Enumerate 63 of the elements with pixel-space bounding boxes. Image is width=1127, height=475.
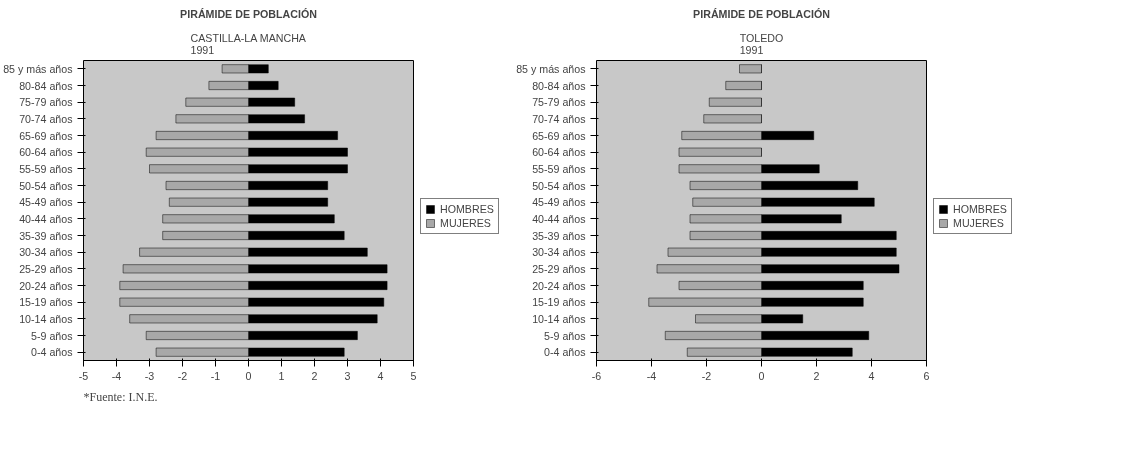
y-tick-label: 55-59 años <box>532 162 586 175</box>
y-tick-label: 20-24 años <box>19 279 73 292</box>
y-tick-label: 40-44 años <box>19 212 73 225</box>
y-tick-label: 10-14 años <box>532 312 586 325</box>
y-tick-label: 80-84 años <box>532 79 586 92</box>
y-tick-label: 65-69 años <box>532 129 586 142</box>
y-tick-label: 80-84 años <box>19 79 73 92</box>
x-tick-label: 1 <box>278 369 285 382</box>
x-tick-label: -1 <box>210 369 221 382</box>
x-tick-label: 0 <box>758 369 765 382</box>
y-tick-label: 50-54 años <box>532 179 586 192</box>
y-tick-label: 75-79 años <box>532 96 586 109</box>
x-tick-label: -2 <box>177 369 188 382</box>
y-tick-label: 60-64 años <box>19 146 73 159</box>
legend-label: HOMBRES <box>440 203 494 215</box>
x-tick-label: -4 <box>111 369 122 382</box>
legend-label: HOMBRES <box>953 203 1007 215</box>
x-tick-label: 4 <box>868 369 875 382</box>
y-tick-label: 25-29 años <box>532 262 586 275</box>
y-tick-label: 45-49 años <box>532 196 586 209</box>
x-tick-label: 2 <box>311 369 318 382</box>
y-tick-label: 0-4 años <box>544 346 586 359</box>
x-tick-label: -6 <box>591 369 602 382</box>
y-tick-label: 30-34 años <box>19 246 73 259</box>
y-tick-label: 15-19 años <box>532 296 586 309</box>
y-tick-label: 85 y más años <box>516 62 586 75</box>
y-tick-label: 85 y más años <box>3 62 73 75</box>
x-tick-label: 4 <box>377 369 384 382</box>
y-tick-label: 20-24 años <box>532 279 586 292</box>
legend-label: MUJERES <box>953 217 1004 229</box>
chart-subtitle: TOLEDO 1991 <box>739 31 784 56</box>
y-tick-label: 65-69 años <box>19 129 73 142</box>
x-tick-label: -3 <box>144 369 155 382</box>
x-tick-label: 3 <box>344 369 351 382</box>
y-tick-label: 70-74 años <box>532 112 586 125</box>
y-tick-label: 25-29 años <box>19 262 73 275</box>
y-tick-label: 30-34 años <box>532 246 586 259</box>
legend-label: MUJERES <box>440 217 491 229</box>
y-tick-label: 50-54 años <box>19 179 73 192</box>
x-tick-label: -2 <box>701 369 712 382</box>
y-tick-label: 55-59 años <box>19 162 73 175</box>
y-tick-label: 35-39 años <box>532 229 586 242</box>
x-tick-label: 0 <box>245 369 252 382</box>
y-tick-label: 45-49 años <box>19 196 73 209</box>
text: *Fuente: I.N.E. <box>83 389 158 404</box>
y-tick-label: 75-79 años <box>19 96 73 109</box>
y-tick-label: 10-14 años <box>19 312 73 325</box>
y-tick-label: 40-44 años <box>532 212 586 225</box>
chart-subtitle: CASTILLA-LA MANCHA 1991 <box>190 31 307 56</box>
chart-title: PIRÁMIDE DE POBLACIÓN <box>693 7 830 20</box>
x-tick-label: 6 <box>923 369 930 382</box>
y-tick-label: 35-39 años <box>19 229 73 242</box>
x-tick-label: 5 <box>410 369 417 382</box>
y-tick-label: 70-74 años <box>19 112 73 125</box>
x-tick-label: 2 <box>813 369 820 382</box>
x-tick-label: -5 <box>78 369 89 382</box>
y-tick-label: 5-9 años <box>544 329 586 342</box>
y-tick-label: 60-64 años <box>532 146 586 159</box>
chart-title: PIRÁMIDE DE POBLACIÓN <box>180 7 317 20</box>
x-tick-label: -4 <box>646 369 657 382</box>
y-tick-label: 15-19 años <box>19 296 73 309</box>
y-tick-label: 5-9 años <box>31 329 73 342</box>
y-tick-label: 0-4 años <box>31 346 73 359</box>
